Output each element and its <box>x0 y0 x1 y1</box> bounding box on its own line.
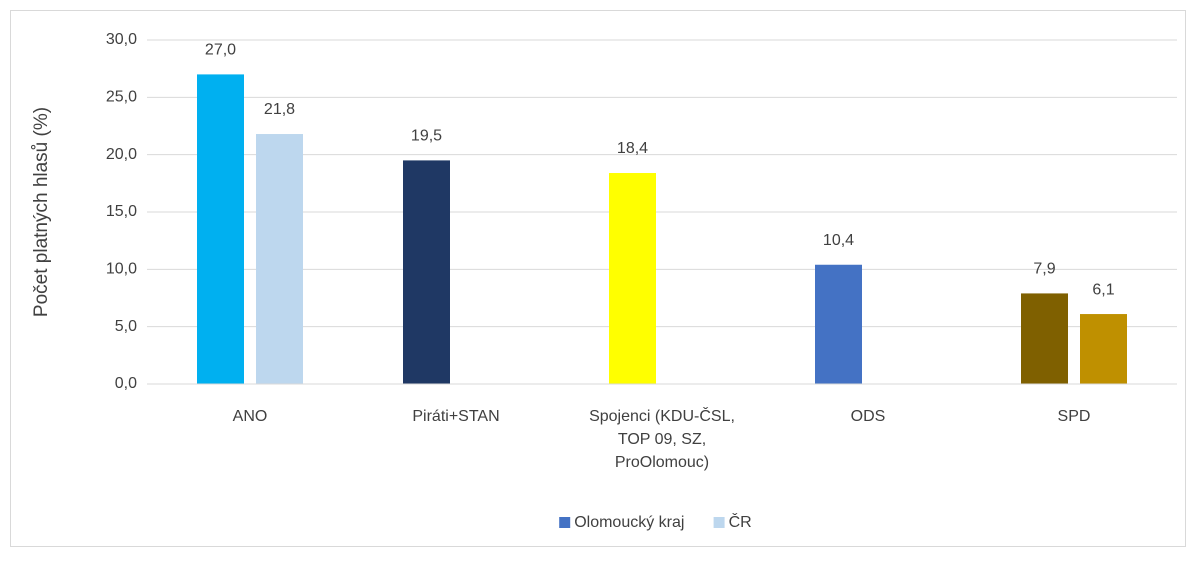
x-tick-label: ODS <box>851 408 886 425</box>
y-tick-label: 25,0 <box>106 89 137 106</box>
y-tick-label: 10,0 <box>106 261 137 278</box>
bar <box>1021 293 1068 384</box>
bar <box>256 134 303 384</box>
chart-border <box>10 10 1186 547</box>
value-label: 6,1 <box>1092 281 1114 298</box>
x-tick-label: Piráti+STAN <box>412 408 499 425</box>
y-tick-label: 20,0 <box>106 146 137 163</box>
legend-swatch <box>559 517 571 528</box>
y-tick-label: 15,0 <box>106 203 137 220</box>
x-tick-label: SPD <box>1058 408 1091 425</box>
bar <box>403 160 450 384</box>
y-axis-label: Počet platných hlasů (%) <box>31 107 52 317</box>
value-label: 7,9 <box>1033 261 1055 278</box>
bar <box>609 173 656 384</box>
bar <box>197 74 244 385</box>
value-label: 21,8 <box>264 101 295 118</box>
y-tick-label: 30,0 <box>106 31 137 48</box>
bar <box>1080 314 1127 384</box>
value-label: 18,4 <box>617 140 648 157</box>
x-tick-label: ANO <box>233 408 268 425</box>
value-label: 19,5 <box>411 128 442 145</box>
legend-label: Olomoucký kraj <box>574 514 684 531</box>
x-tick-label: Spojenci (KDU-ČSL, TOP 09, SZ, ProOlomouc) <box>589 406 735 471</box>
value-label: 27,0 <box>205 42 236 59</box>
y-tick-label: 0,0 <box>115 375 137 392</box>
y-tick-label: 5,0 <box>115 318 137 335</box>
bar <box>815 264 862 384</box>
value-label: 10,4 <box>823 232 854 249</box>
legend-label: ČR <box>729 512 752 531</box>
legend-swatch <box>713 517 725 528</box>
